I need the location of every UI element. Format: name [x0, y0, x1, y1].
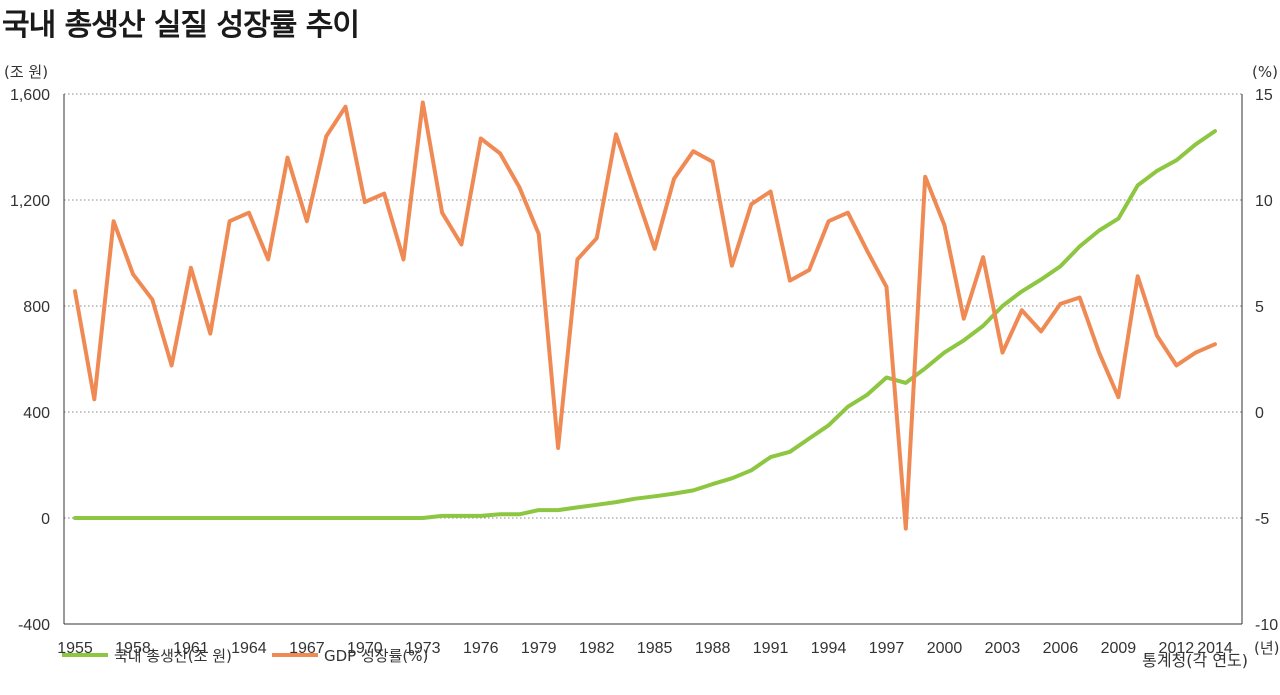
- x-tick-label: 2003: [985, 640, 1021, 657]
- legend-swatch-gdp: [62, 652, 108, 657]
- legend-item-gdp: 국내 총생산(조 원): [62, 645, 232, 666]
- y-left-tick-label: 1,200: [10, 193, 50, 210]
- y-right-tick-label: -10: [1255, 617, 1278, 634]
- axes: [63, 94, 1243, 625]
- x-tick-label: 2014: [1197, 640, 1233, 657]
- legend-swatch-growth: [272, 652, 318, 657]
- series-line-growth: [73, 100, 1217, 531]
- x-tick-label: 1997: [869, 640, 905, 657]
- x-tick-label: 1970: [347, 640, 383, 657]
- y-right-tick-label: 10: [1255, 193, 1273, 210]
- x-tick-label: 1979: [521, 640, 557, 657]
- legend-label-gdp: 국내 총생산(조 원): [114, 647, 232, 665]
- y-left-axis-label: (조 원): [4, 63, 48, 81]
- y-left-tick-label: 0: [41, 511, 50, 528]
- y-right-tick-label: 5: [1255, 299, 1264, 316]
- y-left-tick-label: -400: [18, 617, 50, 634]
- legend-label-growth: GDP 성장률(%): [324, 647, 429, 665]
- y-left-tick-label: 400: [23, 405, 50, 422]
- y-left-tick-label: 800: [23, 299, 50, 316]
- x-tick-label: 1988: [695, 640, 731, 657]
- legend-item-growth: GDP 성장률(%): [272, 645, 428, 666]
- x-tick-label: 1982: [579, 640, 615, 657]
- y-right-tick-label: 15: [1255, 87, 1273, 104]
- x-tick-label: 1991: [753, 640, 789, 657]
- x-tick-label: 1994: [811, 640, 847, 657]
- series-lines: [73, 100, 1217, 531]
- y-right-tick-label: -5: [1255, 511, 1269, 528]
- x-tick-label: 2006: [1043, 640, 1079, 657]
- y-right-axis-label: (%): [1252, 63, 1278, 81]
- x-axis-unit-label: (년): [1254, 639, 1280, 657]
- x-tick-label: 2012: [1159, 640, 1195, 657]
- y-left-tick-label: 1,600: [10, 87, 50, 104]
- x-tick-label: 2000: [927, 640, 963, 657]
- chart-title: 국내 총생산 실질 성장률 추이: [2, 8, 360, 43]
- x-tick-label: 1958: [115, 640, 151, 657]
- source-note: 통계청(각 연도): [1142, 651, 1248, 670]
- series-line-gdp: [73, 129, 1217, 520]
- x-tick-label: 2009: [1101, 640, 1137, 657]
- gridlines: [64, 93, 1242, 519]
- y-right-tick-label: 0: [1255, 405, 1264, 422]
- x-tick-label: 1976: [463, 640, 499, 657]
- x-tick-label: 1985: [637, 640, 673, 657]
- x-tick-label: 1973: [405, 640, 441, 657]
- x-tick-label: 1964: [231, 640, 267, 657]
- x-tick-label: 1961: [173, 640, 209, 657]
